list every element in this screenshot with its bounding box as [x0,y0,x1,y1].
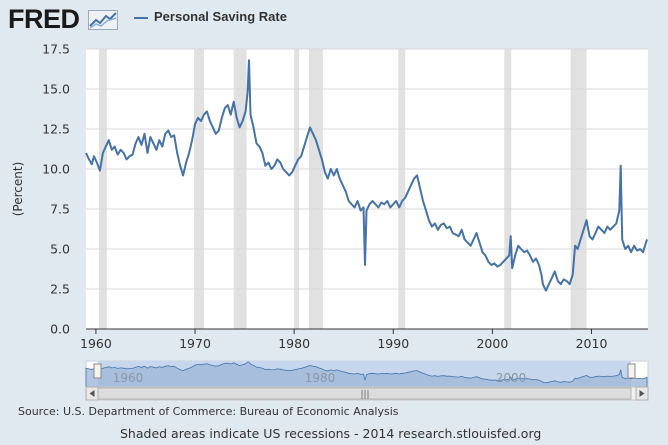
navigator-area [85,361,648,388]
recession-note: Shaded areas indicate US recessions - 20… [120,426,542,441]
y-tick-label: 0.0 [50,322,70,337]
recession-band [233,49,247,329]
navigator-label: 1960 [113,371,144,385]
x-tick-label: 2010 [576,336,608,351]
recession-band [398,49,406,329]
right-arrow-icon [639,390,645,397]
plot-background [86,49,648,329]
navigator-left-handle[interactable] [93,363,102,379]
y-tick-label: 10.0 [42,162,70,177]
recession-band [98,49,107,329]
series-layer [85,59,648,292]
fred-logo-text: FRED [8,4,80,34]
navigator-right-handle[interactable] [627,363,636,379]
scrollbar-grip: ||| [360,390,369,400]
chart-area: 0.0 2.5 5.0 7.5 10.0 12.5 15.0 17.5 1960 1970 198… [11,42,649,401]
navigator-series [85,361,648,388]
legend-swatch [134,17,148,19]
trend-chart-icon [88,10,118,30]
y-tick-label: 7.5 [50,202,70,217]
left-arrow-icon [89,390,95,397]
recession-band [294,49,300,329]
x-tick-label: 1990 [377,336,409,351]
range-navigator[interactable]: 1960 1980 2000 ||| [85,360,649,401]
recession-band [570,49,587,329]
series-line-personal-saving-rate [85,59,648,292]
navigator-label: 1980 [305,371,336,385]
fred-logo[interactable]: FRED [8,4,120,34]
x-tick-label: 1960 [80,336,112,351]
recession-band [504,49,512,329]
grid-lines [86,48,648,290]
x-tick-labels: 1960 1970 1980 1990 2000 2010 [80,329,607,351]
y-tick-label: 2.5 [50,282,70,297]
x-tick-label: 2000 [476,336,508,351]
recession-band [194,49,204,329]
x-tick-label: 1970 [179,336,211,351]
y-tick-label: 5.0 [50,242,70,257]
navigator-label: 2000 [496,371,527,385]
legend-label: Personal Saving Rate [154,9,287,24]
recession-band [309,49,323,329]
x-tick-label: 1980 [278,336,310,351]
y-tick-label: 12.5 [42,122,70,137]
y-tick-labels: 0.0 2.5 5.0 7.5 10.0 12.5 15.0 17.5 [42,42,70,337]
y-tick-label: 17.5 [42,42,70,57]
y-axis-label: (Percent) [11,162,25,217]
y-tick-label: 15.0 [42,82,70,97]
source-note: Source: U.S. Department of Commerce: Bur… [18,405,399,418]
